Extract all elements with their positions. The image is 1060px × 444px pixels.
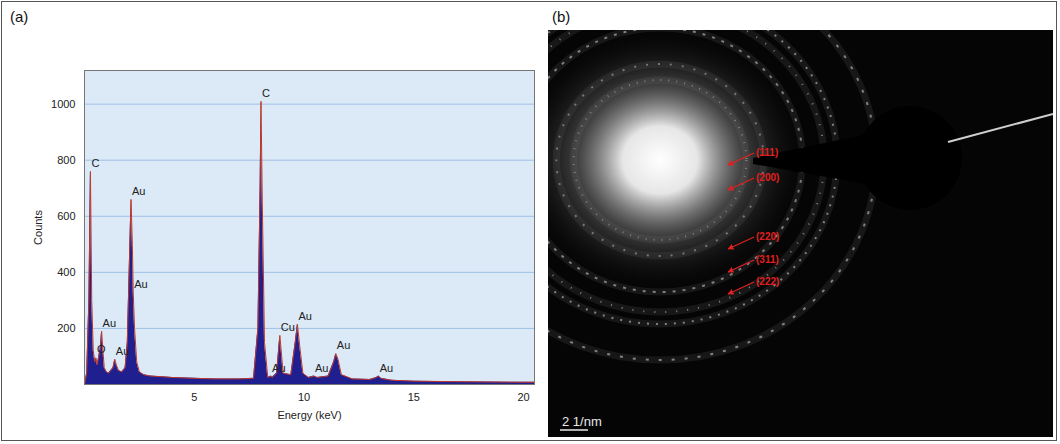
- svg-text:Au: Au: [298, 310, 311, 322]
- svg-text:1000: 1000: [51, 98, 75, 110]
- svg-text:600: 600: [57, 210, 75, 222]
- svg-text:Au: Au: [116, 345, 129, 357]
- svg-text:(111): (111): [756, 147, 778, 158]
- svg-text:Au: Au: [380, 362, 393, 374]
- svg-text:2 1/nm: 2 1/nm: [562, 414, 602, 429]
- svg-text:200: 200: [57, 322, 75, 334]
- svg-text:5: 5: [191, 391, 197, 403]
- svg-text:(222): (222): [756, 276, 779, 287]
- html-text:(a): (a): [10, 8, 29, 25]
- svg-text:Au: Au: [272, 362, 285, 374]
- svg-text:(311): (311): [756, 254, 779, 265]
- svg-text:C: C: [91, 157, 99, 169]
- svg-text:Au: Au: [103, 317, 116, 329]
- svg-text:Energy (keV): Energy (keV): [277, 409, 341, 421]
- svg-text:800: 800: [57, 154, 75, 166]
- svg-text:Au: Au: [134, 278, 147, 290]
- svg-text:(220): (220): [756, 231, 779, 242]
- svg-text:(200): (200): [756, 172, 779, 183]
- svg-text:C: C: [262, 87, 270, 99]
- svg-text:Au: Au: [337, 339, 350, 351]
- svg-text:Au: Au: [315, 362, 328, 374]
- svg-text:Au: Au: [132, 185, 145, 197]
- svg-text:Counts: Counts: [32, 210, 44, 245]
- svg-text:400: 400: [57, 266, 75, 278]
- svg-text:20: 20: [517, 391, 529, 403]
- svg-text:15: 15: [408, 391, 420, 403]
- svg-text:O: O: [97, 343, 106, 355]
- svg-text:10: 10: [298, 391, 310, 403]
- svg-text:Cu: Cu: [281, 321, 295, 333]
- html-text:(b): (b): [552, 8, 571, 25]
